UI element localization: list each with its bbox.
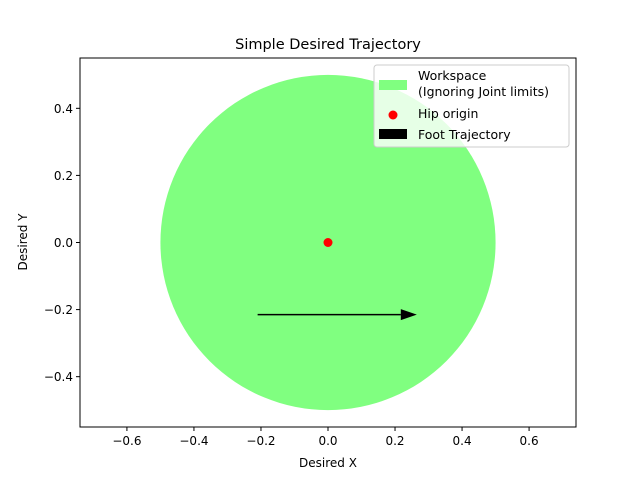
legend-workspace-swatch [379,80,407,90]
x-tick-label: −0.2 [246,434,275,448]
legend-hip-origin-marker [388,110,398,120]
y-tick-label: 0.4 [54,102,73,116]
legend-foot-trajectory-swatch [379,129,407,139]
x-axis-label: Desired X [299,456,357,470]
y-tick-label: 0.0 [54,236,73,250]
y-axis-ticks: −0.4 −0.2 0.0 0.2 0.4 [44,102,80,384]
y-axis-label: Desired Y [16,213,30,271]
x-tick-label: 0.2 [385,434,404,448]
y-tick-label: 0.2 [54,169,73,183]
plot-area [160,74,496,411]
y-tick-label: −0.2 [44,303,73,317]
legend-workspace-label-line1: Workspace [418,68,487,83]
x-tick-label: −0.6 [112,434,141,448]
legend-foot-trajectory-label: Foot Trajectory [418,127,511,142]
legend-workspace-label-line2: (Ignoring Joint limits) [418,84,549,99]
y-tick-label: −0.4 [44,370,73,384]
chart-title: Simple Desired Trajectory [235,37,421,53]
legend-hip-origin-label: Hip origin [418,106,478,121]
x-tick-label: 0.6 [520,434,539,448]
legend: Workspace (Ignoring Joint limits) Hip or… [373,64,570,148]
hip-origin-point [323,238,333,247]
x-tick-label: −0.4 [179,434,208,448]
foot-trajectory-arrow-head [400,309,417,321]
x-tick-label: 0.4 [453,434,472,448]
x-tick-label: 0.0 [318,434,337,448]
legend-box [373,64,570,148]
x-axis-ticks: −0.6 −0.4 −0.2 0.0 0.2 0.4 0.6 [112,427,539,448]
